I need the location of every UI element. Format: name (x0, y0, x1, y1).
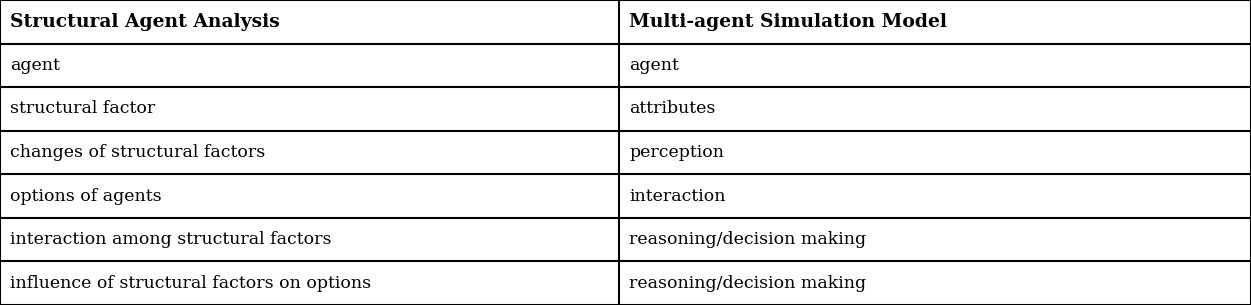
Text: attributes: attributes (629, 100, 716, 117)
Text: options of agents: options of agents (10, 188, 161, 205)
Text: interaction among structural factors: interaction among structural factors (10, 231, 332, 248)
Text: Structural Agent Analysis: Structural Agent Analysis (10, 13, 280, 31)
Text: agent: agent (10, 57, 60, 74)
Text: interaction: interaction (629, 188, 726, 205)
Text: influence of structural factors on options: influence of structural factors on optio… (10, 275, 372, 292)
Text: structural factor: structural factor (10, 100, 155, 117)
Text: changes of structural factors: changes of structural factors (10, 144, 265, 161)
Text: agent: agent (629, 57, 679, 74)
Text: reasoning/decision making: reasoning/decision making (629, 275, 867, 292)
Text: Multi-agent Simulation Model: Multi-agent Simulation Model (629, 13, 947, 31)
Text: reasoning/decision making: reasoning/decision making (629, 231, 867, 248)
Text: perception: perception (629, 144, 724, 161)
